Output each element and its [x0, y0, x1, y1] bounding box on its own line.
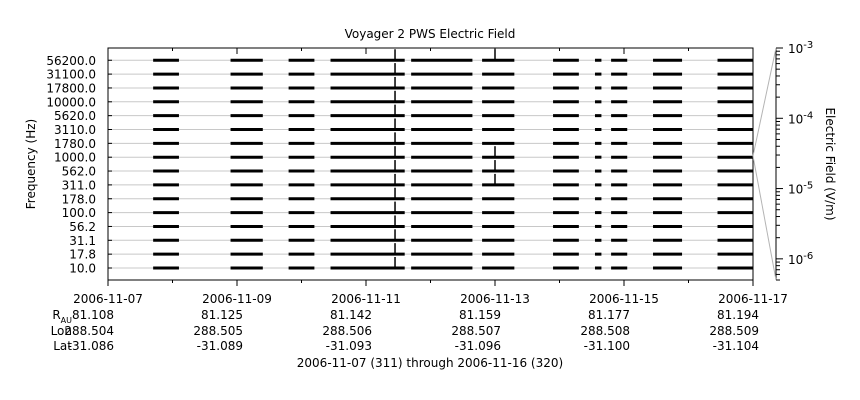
frequency-tick-label: 10.0	[69, 262, 96, 276]
frequency-tick-label: 100.0	[62, 206, 96, 220]
color-scale-tick-label: 10-3	[788, 40, 813, 56]
ephemeris-row-label: Lon	[51, 324, 72, 338]
x-tick-label: 2006-11-15	[589, 292, 659, 306]
color-scale-tick-exponent: -6	[803, 251, 813, 262]
ephemeris-table: RAU 81.108 81.125 81.142 81.159 81.177 81.194 L…	[51, 308, 759, 353]
frequency-tick-label: 311.0	[62, 178, 96, 192]
y-axis-label: Frequency (Hz)	[24, 119, 38, 210]
ephemeris-value: -31.089	[197, 339, 243, 353]
ephemeris-value: 81.194	[717, 308, 759, 322]
color-scale-connector-bottom	[752, 155, 777, 281]
ephemeris-label-text: Lon	[51, 324, 72, 338]
frequency-tick-label: 178.0	[62, 192, 96, 206]
ephemeris-value: 288.505	[193, 324, 243, 338]
x-tick-label: 2006-11-17	[718, 292, 788, 306]
color-scale-tick-label: 10-5	[788, 181, 813, 197]
ephemeris-value: -31.093	[326, 339, 372, 353]
color-scale-label: Electric Field (V/m)	[823, 107, 837, 220]
x-tick-label: 2006-11-11	[331, 292, 401, 306]
ephemeris-value: 81.177	[588, 308, 630, 322]
color-scale-tick-base: 10	[788, 183, 803, 197]
ephemeris-value: -31.096	[455, 339, 501, 353]
ephemeris-value: -31.104	[713, 339, 759, 353]
ephemeris-value: 81.108	[72, 308, 114, 322]
ephemeris-value: 288.509	[709, 324, 759, 338]
frequency-tick-label: 56200.0	[46, 54, 96, 68]
ephemeris-value: 81.142	[330, 308, 372, 322]
color-scale-connector-top	[752, 47, 777, 157]
burst-events	[394, 49, 496, 269]
ephemeris-value: 288.506	[322, 324, 372, 338]
frequency-tick-label: 3110.0	[54, 123, 96, 137]
color-scale-tick-base: 10	[788, 253, 803, 267]
data-traces	[153, 58, 753, 270]
x-tick-label: 2006-11-07	[73, 292, 143, 306]
ephemeris-value: 288.508	[580, 324, 630, 338]
frequency-tick-labels: 10.017.831.156.2100.0178.0311.0562.01000…	[46, 54, 96, 276]
plot-area	[107, 47, 754, 281]
ephemeris-row-label: Lat	[53, 339, 72, 353]
ephemeris-value: -31.086	[68, 339, 114, 353]
frequency-tick-label: 31.1	[69, 234, 96, 248]
color-scale-tick-label: 10-4	[788, 110, 813, 126]
color-scale-tick-exponent: -5	[803, 181, 813, 192]
frequency-tick-label: 1000.0	[54, 151, 96, 165]
ephemeris-label-text: R	[52, 308, 60, 322]
chart-title: Voyager 2 PWS Electric Field	[345, 27, 516, 41]
ephemeris-value: -31.100	[584, 339, 630, 353]
ephemeris-value: 81.125	[201, 308, 243, 322]
date-range-footer: 2006-11-07 (311) through 2006-11-16 (320…	[297, 356, 563, 370]
channel-grid	[108, 59, 753, 269]
ephemeris-value: 81.159	[459, 308, 501, 322]
frequency-tick-label: 31100.0	[46, 68, 96, 82]
frequency-tick-label: 10000.0	[46, 95, 96, 109]
color-scale-tick-label: 10-6	[788, 251, 813, 267]
frequency-tick-label: 56.2	[69, 220, 96, 234]
frequency-tick-label: 562.0	[62, 165, 96, 179]
ephemeris-row-label: RAU	[52, 308, 72, 325]
color-scale-tick-exponent: -3	[803, 40, 813, 51]
plot-frame	[107, 47, 754, 281]
color-scale-tick-exponent: -4	[803, 110, 813, 121]
color-scale-tick-base: 10	[788, 112, 803, 126]
x-tick-label: 2006-11-13	[460, 292, 530, 306]
frequency-tick-label: 1780.0	[54, 137, 96, 151]
ephemeris-value: 288.504	[64, 324, 114, 338]
x-tick-label: 2006-11-09	[202, 292, 272, 306]
frequency-tick-label: 17.8	[69, 248, 96, 262]
color-scale-axis: 10-310-410-510-6	[752, 40, 813, 281]
ephemeris-label-text: Lat	[53, 339, 72, 353]
ephemeris-label-subscript: AU	[61, 316, 72, 325]
ephemeris-value: 288.507	[451, 324, 501, 338]
frequency-tick-label: 17800.0	[46, 81, 96, 95]
x-axis: 2006-11-07 2006-11-09 2006-11-11 2006-11-13…	[73, 48, 788, 306]
color-scale-tick-base: 10	[788, 42, 803, 56]
frequency-tick-label: 5620.0	[54, 109, 96, 123]
